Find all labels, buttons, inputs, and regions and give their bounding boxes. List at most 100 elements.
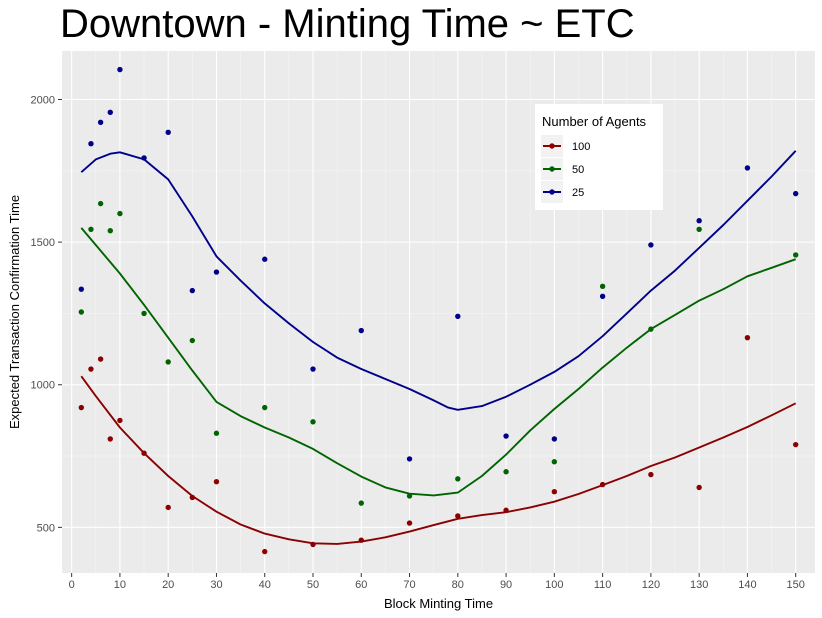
y-axis: 500 1000 1500 2000 bbox=[31, 94, 62, 534]
data-point-100 bbox=[97, 356, 104, 362]
data-point-100 bbox=[107, 436, 113, 442]
x-tick-label: 10 bbox=[114, 579, 126, 591]
legend: Number of Agents 100 50 25 bbox=[535, 104, 663, 210]
data-point-50 bbox=[141, 310, 147, 317]
data-point-50 bbox=[310, 419, 316, 425]
x-tick-label: 60 bbox=[355, 579, 367, 591]
data-point-25 bbox=[189, 287, 196, 294]
data-point-50 bbox=[165, 359, 171, 365]
data-point-50 bbox=[599, 283, 606, 290]
y-tick-label: 1000 bbox=[31, 380, 55, 392]
data-point-100 bbox=[503, 507, 509, 513]
data-point-100 bbox=[551, 489, 558, 495]
x-tick-label: 100 bbox=[545, 579, 563, 591]
x-tick-label: 30 bbox=[210, 579, 222, 591]
data-point-100 bbox=[744, 334, 751, 341]
data-point-25 bbox=[358, 327, 364, 334]
legend-label-25: 25 bbox=[572, 187, 584, 199]
smooth-line-25 bbox=[80, 150, 797, 411]
data-point-100 bbox=[213, 479, 220, 485]
data-point-25 bbox=[696, 218, 702, 224]
legend-title: Number of Agents bbox=[542, 114, 647, 129]
x-tick-label: 150 bbox=[787, 579, 805, 591]
y-axis-title: Expected Transaction Confirmation Time bbox=[7, 195, 22, 429]
data-point-25 bbox=[648, 242, 654, 248]
data-point-50 bbox=[97, 200, 104, 207]
data-point-25 bbox=[262, 256, 268, 262]
data-point-50 bbox=[406, 493, 413, 499]
data-point-50 bbox=[696, 226, 702, 232]
data-point-50 bbox=[213, 430, 220, 436]
data-point-100 bbox=[599, 481, 606, 488]
x-tick-label: 110 bbox=[594, 579, 612, 591]
legend-key-point bbox=[549, 143, 555, 149]
data-point-50 bbox=[551, 459, 558, 465]
data-point-50 bbox=[358, 500, 364, 506]
y-tick-label: 500 bbox=[37, 522, 55, 534]
minor-grid bbox=[62, 51, 815, 573]
data-point-25 bbox=[88, 141, 94, 147]
data-point-100 bbox=[117, 417, 123, 424]
data-point-25 bbox=[165, 129, 171, 135]
data-point-100 bbox=[406, 520, 413, 526]
y-tick-label: 2000 bbox=[31, 94, 55, 106]
x-tick-label: 120 bbox=[642, 579, 660, 591]
data-point-25 bbox=[744, 165, 751, 171]
data-point-25 bbox=[406, 456, 413, 462]
data-point-50 bbox=[117, 210, 123, 217]
data-point-25 bbox=[141, 155, 147, 161]
data-point-100 bbox=[696, 484, 702, 491]
smooth-line-50 bbox=[80, 227, 797, 497]
data-point-100 bbox=[310, 541, 316, 548]
x-tick-label: 90 bbox=[500, 579, 512, 591]
data-point-100 bbox=[141, 450, 147, 456]
x-axis-title: Block Minting Time bbox=[384, 596, 493, 611]
x-tick-label: 140 bbox=[738, 579, 756, 591]
legend-key-point bbox=[549, 189, 555, 195]
data-point-25 bbox=[551, 436, 558, 442]
legend-label-100: 100 bbox=[572, 141, 590, 153]
data-point-50 bbox=[503, 469, 509, 475]
x-tick-label: 130 bbox=[690, 579, 708, 591]
x-tick-label: 20 bbox=[162, 579, 174, 591]
data-point-25 bbox=[455, 313, 461, 319]
data-point-25 bbox=[107, 109, 113, 116]
chart-title: Downtown - Minting Time ~ ETC bbox=[60, 2, 635, 46]
data-point-50 bbox=[455, 476, 461, 482]
data-point-25 bbox=[599, 293, 606, 300]
major-grid bbox=[62, 51, 815, 573]
data-point-100 bbox=[88, 366, 94, 372]
data-point-100 bbox=[648, 471, 654, 478]
data-point-25 bbox=[213, 269, 220, 275]
x-tick-label: 80 bbox=[452, 579, 464, 591]
plot-panel bbox=[62, 51, 815, 573]
data-point-25 bbox=[78, 286, 85, 292]
data-point-25 bbox=[117, 66, 123, 73]
data-point-100 bbox=[792, 441, 799, 448]
data-point-100 bbox=[165, 504, 171, 511]
data-point-50 bbox=[792, 252, 799, 258]
data-point-25 bbox=[97, 119, 104, 126]
data-point-50 bbox=[107, 228, 113, 234]
data-points bbox=[78, 66, 799, 555]
data-point-25 bbox=[792, 190, 799, 197]
data-point-100 bbox=[455, 513, 461, 519]
data-point-25 bbox=[310, 366, 316, 372]
data-point-50 bbox=[648, 326, 654, 332]
legend-label-50: 50 bbox=[572, 164, 584, 176]
data-point-50 bbox=[189, 337, 196, 344]
x-axis: 0 10 20 30 40 50 60 70 80 90 100 110 120 130 140 150 bbox=[69, 573, 805, 591]
y-tick-label: 1500 bbox=[31, 237, 55, 249]
data-point-100 bbox=[358, 537, 364, 543]
data-point-50 bbox=[88, 226, 94, 232]
x-tick-label: 0 bbox=[69, 579, 75, 591]
data-point-100 bbox=[262, 548, 268, 555]
data-point-100 bbox=[189, 494, 196, 501]
data-point-50 bbox=[78, 309, 85, 315]
x-tick-label: 40 bbox=[259, 579, 271, 591]
data-point-50 bbox=[262, 404, 268, 411]
x-tick-label: 70 bbox=[403, 579, 415, 591]
legend-key-point bbox=[549, 166, 555, 172]
data-point-25 bbox=[503, 433, 509, 439]
